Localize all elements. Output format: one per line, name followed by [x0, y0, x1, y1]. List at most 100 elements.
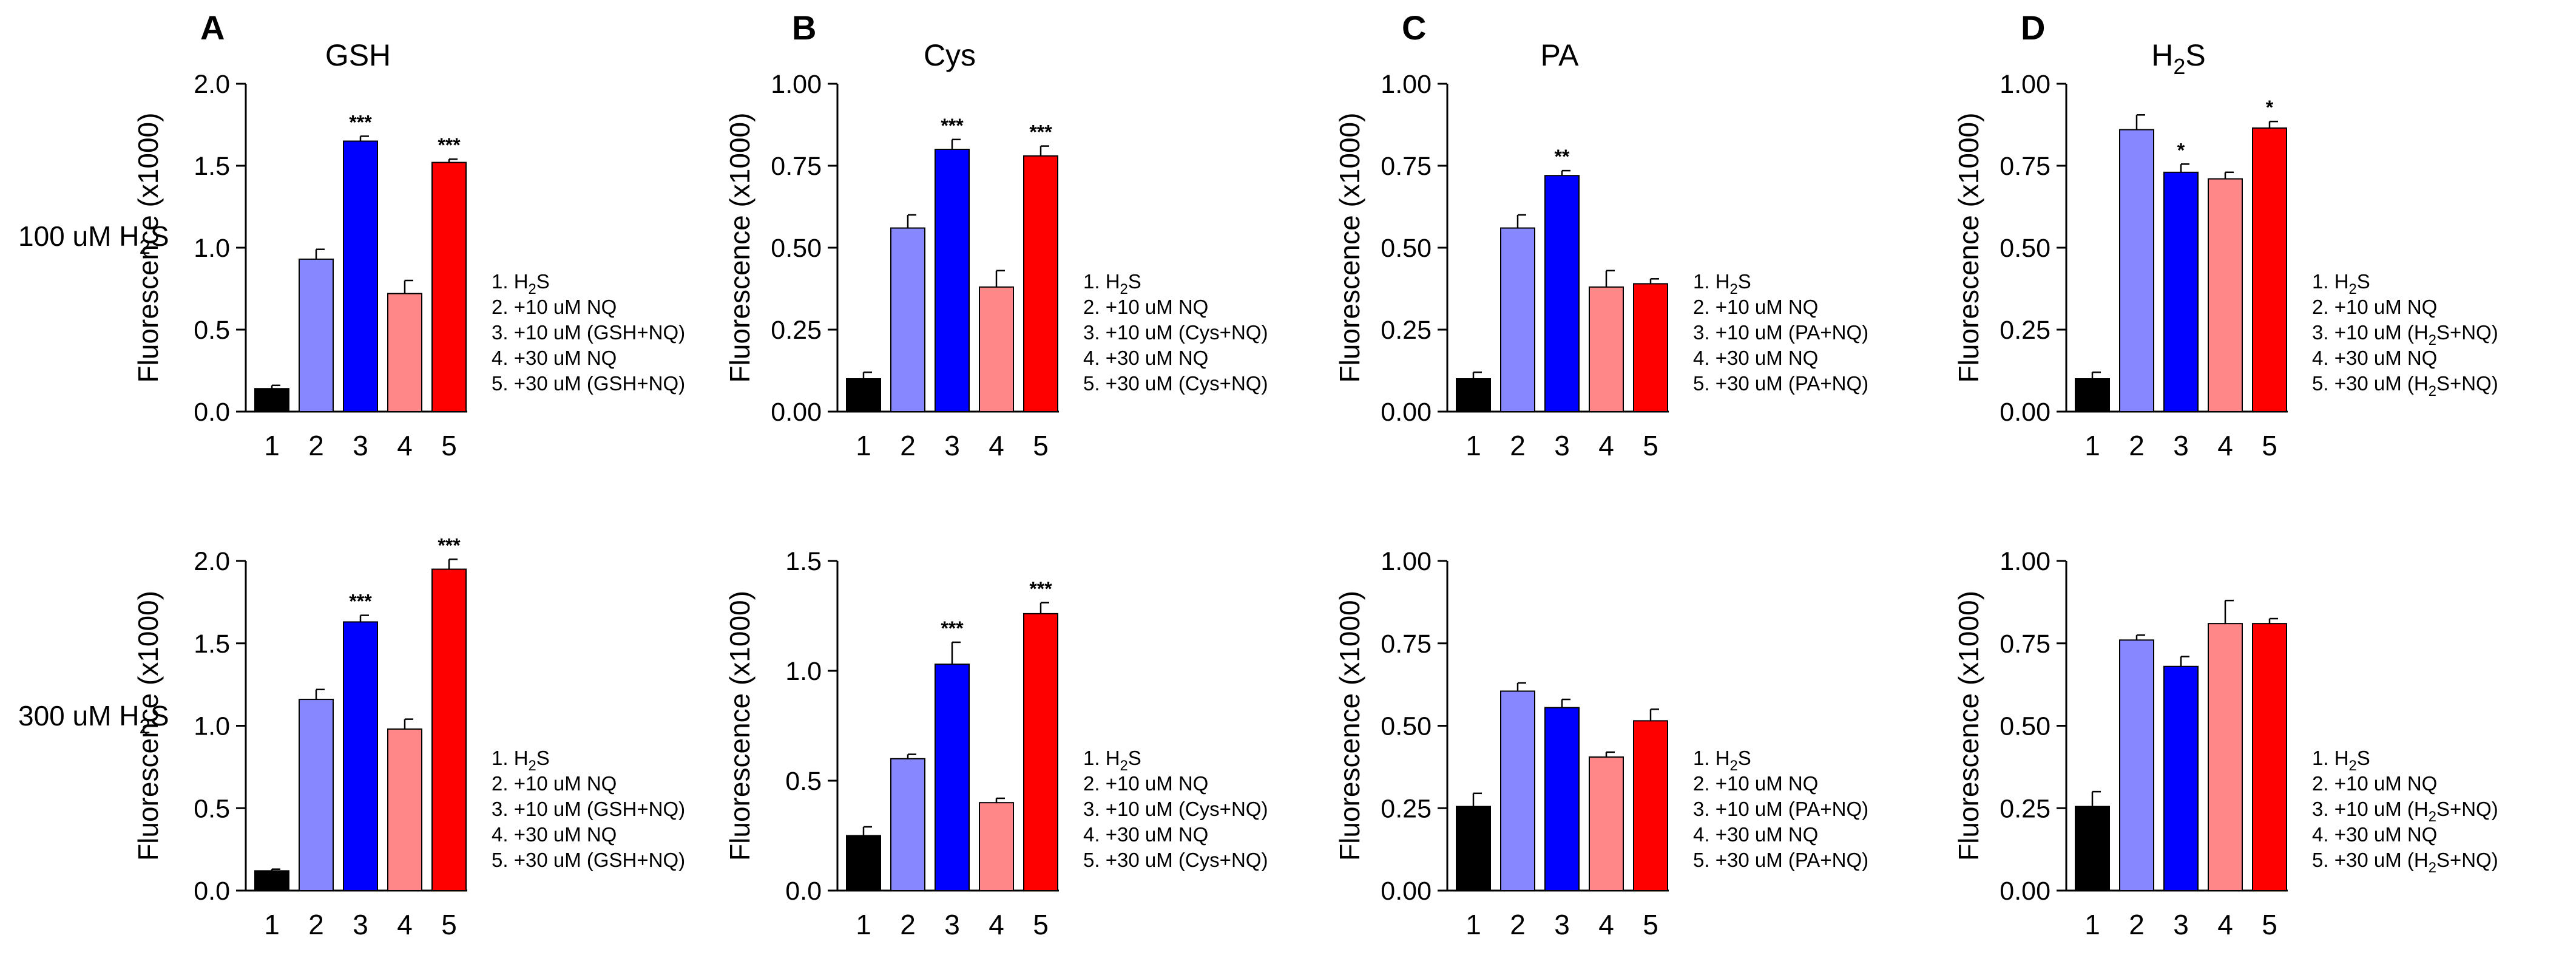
bar	[2119, 639, 2154, 891]
x-tick-label: 3	[353, 909, 368, 940]
legend-entry: 5. +30 uM (Cys+NQ)	[1083, 849, 1268, 871]
legend-entry: 5. +30 uM (H2S+NQ)	[2312, 372, 2498, 399]
x-tick-label: 2	[2129, 430, 2145, 461]
legend-entry: 5. +30 uM (PA+NQ)	[1693, 372, 1868, 395]
legend-entry: 2. +10 uM NQ	[2312, 296, 2437, 318]
bar	[254, 388, 289, 413]
x-tick-label: 1	[264, 430, 280, 461]
legend-entry: 4. +30 uM NQ	[492, 823, 617, 846]
bar	[343, 140, 378, 412]
x-tick-label: 3	[1554, 430, 1570, 461]
significance-label: ***	[349, 591, 372, 613]
significance-label: ***	[941, 617, 964, 639]
x-tick-label: 3	[944, 430, 960, 461]
y-tick-label: 0.50	[2000, 234, 2050, 263]
legend-entry: 4. +30 uM NQ	[1083, 823, 1208, 846]
y-tick-label: 1.0	[785, 657, 822, 686]
y-tick-label: 0.5	[785, 767, 822, 796]
y-axis-label: Fluorescence (x1000)	[1334, 591, 1365, 861]
panel-D-top: D H2S 0.00 0.25 0.50 0.75 1.00 Fluorescence (x1…	[1953, 8, 2498, 461]
x-tick-label: 4	[989, 430, 1004, 461]
bar	[1589, 756, 1624, 891]
bar	[2163, 665, 2199, 891]
x-tick-label: 1	[856, 430, 871, 461]
bar	[1023, 613, 1058, 891]
legend-entry: 1. H2S	[2312, 747, 2370, 774]
bar	[1589, 286, 1624, 412]
x-tick-label: 2	[1510, 909, 1526, 940]
legend-entry: 1. H2S	[1693, 270, 1751, 297]
bar	[1633, 720, 1668, 891]
panel-D-bottom: 0.00 0.25 0.50 0.75 1.00 Fluorescence (x1000)…	[1953, 547, 2498, 940]
y-tick-label: 0.00	[2000, 877, 2050, 906]
y-tick-label: 1.5	[194, 152, 230, 181]
y-tick-label: 0.25	[1381, 794, 1432, 823]
x-tick-label: 2	[900, 909, 916, 940]
x-tick-label: 2	[900, 430, 916, 461]
row-labels: 100 uM H2S 300 uM H2S	[18, 220, 169, 738]
y-tick-label: 1.00	[1381, 547, 1432, 576]
y-tick-label: 0.0	[194, 877, 230, 906]
bar	[1633, 283, 1668, 412]
legend-entry: 5. +30 uM (Cys+NQ)	[1083, 372, 1268, 395]
legend-entry: 2. +10 uM NQ	[492, 296, 617, 318]
y-tick-label: 0.25	[771, 316, 822, 345]
y-tick-label: 0.00	[2000, 398, 2050, 427]
legend-entry: 2. +10 uM NQ	[1083, 772, 1208, 795]
y-axis-label: Fluorescence (x1000)	[1334, 113, 1365, 383]
significance-label: ***	[438, 534, 461, 556]
x-tick-label: 5	[441, 909, 457, 940]
x-tick-label: 3	[353, 430, 368, 461]
y-tick-label: 0.75	[2000, 152, 2050, 181]
bar	[890, 758, 925, 892]
legend-entry: 3. +10 uM (Cys+NQ)	[1083, 798, 1268, 820]
y-tick-label: 0.00	[771, 398, 822, 427]
y-tick-label: 1.00	[2000, 70, 2050, 99]
bar	[299, 699, 334, 892]
bar	[254, 870, 289, 892]
x-tick-label: 1	[264, 909, 280, 940]
bar	[1544, 707, 1580, 891]
bar	[2252, 623, 2287, 892]
bar	[1023, 155, 1058, 412]
legend-entry: 4. +30 uM NQ	[492, 347, 617, 369]
x-tick-label: 5	[1033, 430, 1049, 461]
y-tick-label: 0.25	[2000, 316, 2050, 345]
panel-letter: B	[792, 8, 816, 47]
x-tick-label: 3	[1554, 909, 1570, 940]
bar	[2208, 178, 2243, 412]
x-tick-label: 4	[397, 909, 413, 940]
significance-label: ***	[438, 134, 461, 156]
x-tick-label: 3	[944, 909, 960, 940]
panel-title: Cys	[924, 38, 976, 72]
y-tick-label: 0.75	[2000, 630, 2050, 659]
legend-entry: 3. +10 uM (PA+NQ)	[1693, 321, 1868, 344]
bar	[979, 802, 1014, 891]
panel-letter: A	[200, 8, 225, 47]
y-tick-label: 0.25	[2000, 794, 2050, 823]
y-tick-label: 0.0	[194, 398, 230, 427]
x-tick-label: 4	[2217, 430, 2233, 461]
y-axis-label: Fluorescence (x1000)	[724, 591, 756, 861]
y-tick-label: 1.5	[194, 630, 230, 659]
bar	[2075, 378, 2110, 412]
bar	[387, 293, 422, 412]
legend-entry: 4. +30 uM NQ	[1083, 347, 1208, 369]
bar	[1544, 175, 1580, 412]
x-tick-label: 3	[2173, 430, 2189, 461]
x-tick-label: 2	[2129, 909, 2145, 940]
bar	[431, 161, 467, 412]
x-tick-label: 1	[1465, 430, 1481, 461]
legend-entry: 5. +30 uM (H2S+NQ)	[2312, 849, 2498, 876]
panel-B-top: B Cys 0.00 0.25 0.50 0.75 1.00 Fluorescence (x1…	[724, 8, 1268, 461]
legend-entry: 4. +30 uM NQ	[2312, 823, 2437, 846]
row-label-bottom: 300 uM H2S	[18, 700, 169, 738]
significance-label: ***	[349, 111, 372, 133]
significance-label: **	[1555, 146, 1570, 168]
bar	[343, 621, 378, 891]
x-tick-label: 4	[397, 430, 413, 461]
legend-entry: 5. +30 uM (PA+NQ)	[1693, 849, 1868, 871]
panel-C-top: C PA 0.00 0.25 0.50 0.75 1.00 Fluorescence (x10…	[1334, 8, 1868, 461]
x-tick-label: 5	[1643, 909, 1658, 940]
